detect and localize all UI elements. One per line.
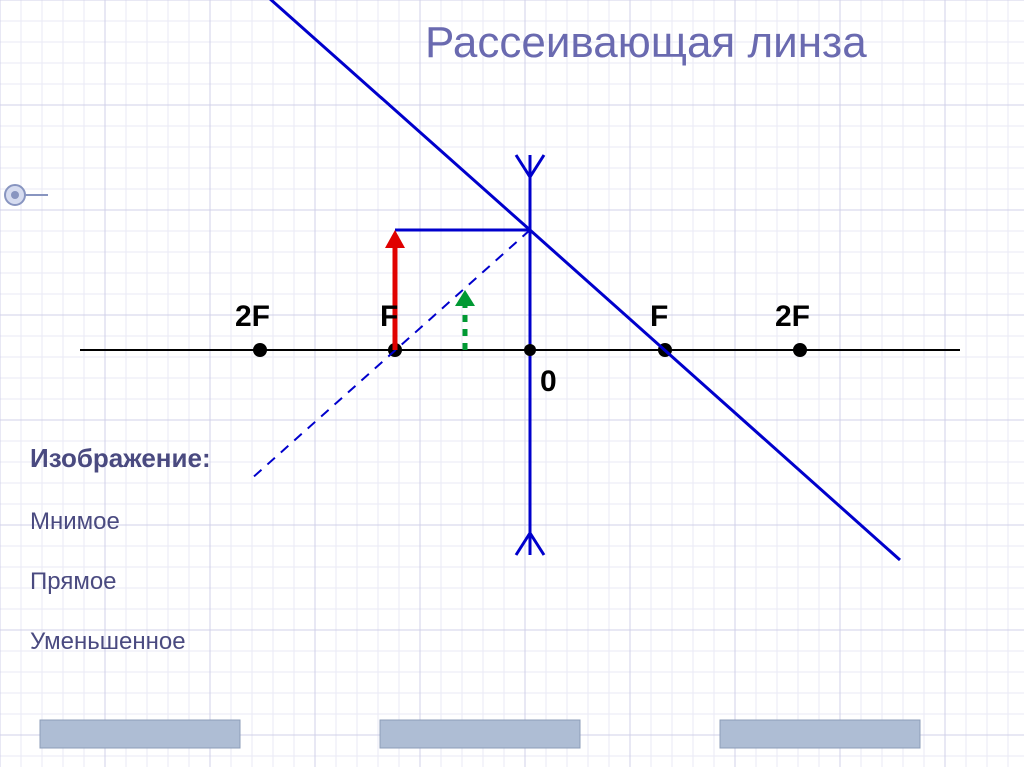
focal-label-m2F: 2F <box>235 300 270 334</box>
info-item-2: Уменьшенное <box>30 628 186 656</box>
origin-label: 0 <box>540 365 557 399</box>
diagram-stage: Рассеивающая линза 0 2F F F 2F Изображение:… <box>0 0 1024 767</box>
info-item-0: Мнимое <box>30 508 120 536</box>
placeholder-box-0 <box>40 720 240 748</box>
focal-dot-p2F <box>793 343 807 357</box>
diagram-title: Рассеивающая линза <box>425 18 867 68</box>
info-heading: Изображение: <box>30 443 211 474</box>
info-item-1: Прямое <box>30 568 117 596</box>
focal-label-mF: F <box>380 300 398 334</box>
focal-label-p2F: 2F <box>775 300 810 334</box>
focal-label-pF: F <box>650 300 668 334</box>
placeholder-box-2 <box>720 720 920 748</box>
placeholder-box-1 <box>380 720 580 748</box>
focal-dot-m2F <box>253 343 267 357</box>
